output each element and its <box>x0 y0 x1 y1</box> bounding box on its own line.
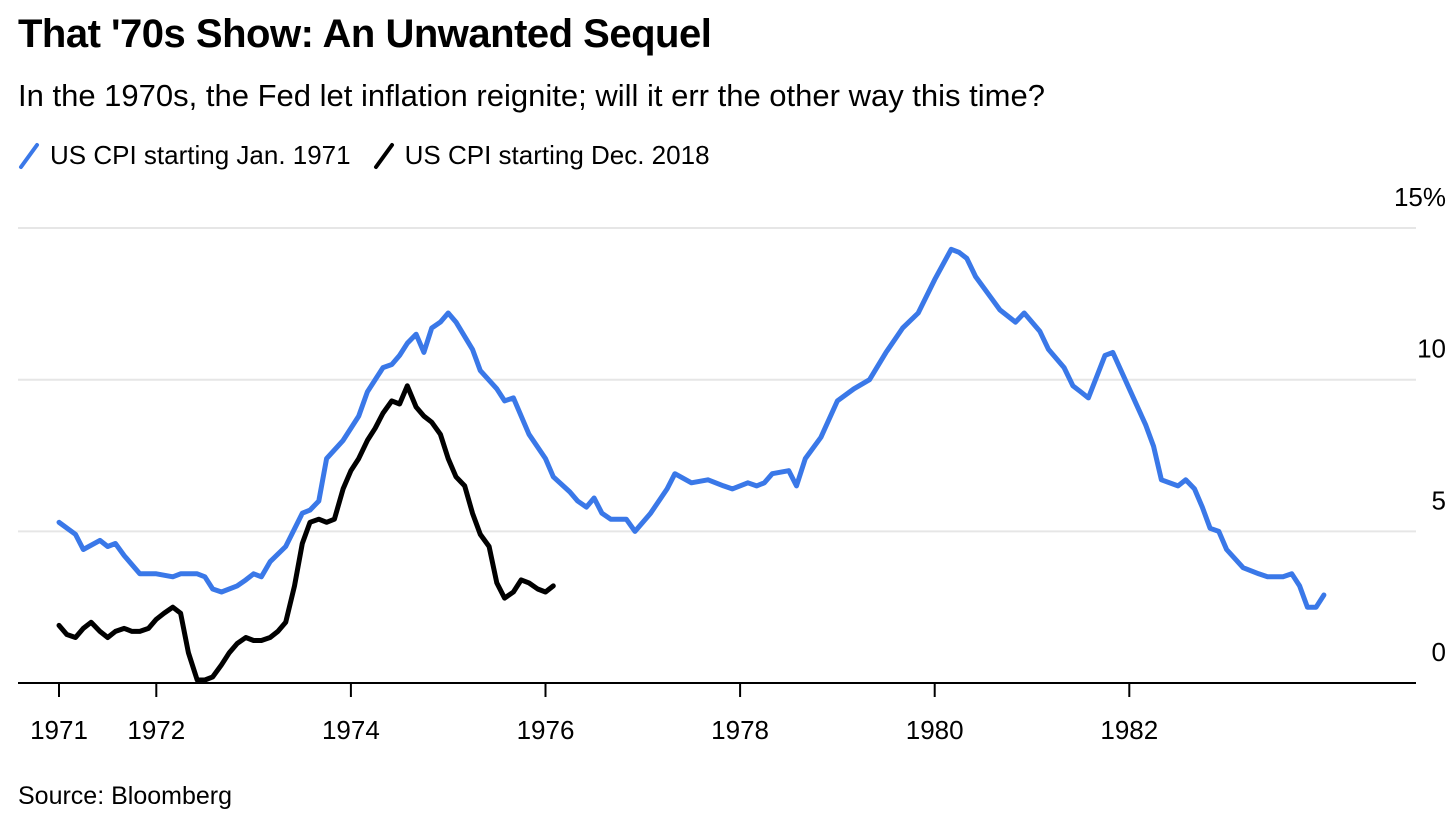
series-lines <box>56 246 1327 683</box>
y-axis-ticks: 0 5 10 15% <box>1394 182 1446 667</box>
series-line-2018 <box>56 383 556 683</box>
legend-swatch-blue-icon <box>19 142 39 169</box>
legend-label-2018: US CPI starting Dec. 2018 <box>404 140 710 170</box>
legend-item-2018: US CPI starting Dec. 2018 <box>373 140 710 171</box>
x-tick-label-1978: 1978 <box>711 715 769 745</box>
y-tick-label-0: 0 <box>1432 637 1446 667</box>
x-tick-label-1972: 1972 <box>127 715 185 745</box>
chart-title: That '70s Show: An Unwanted Sequel <box>18 12 712 56</box>
y-tick-label-5: 5 <box>1432 485 1446 515</box>
x-tick-label-1980: 1980 <box>906 715 964 745</box>
y-tick-label-15: 15% <box>1394 182 1446 212</box>
legend-item-1971: US CPI starting Jan. 1971 <box>18 140 351 171</box>
x-tick-label-1976: 1976 <box>517 715 575 745</box>
series-line-1971 <box>56 246 1327 610</box>
legend: US CPI starting Jan. 1971 US CPI startin… <box>18 140 732 171</box>
gridlines <box>18 227 1416 533</box>
x-tick-label-1982: 1982 <box>1100 715 1158 745</box>
source-note: Source: Bloomberg <box>18 782 233 810</box>
legend-swatch-black-icon <box>373 142 394 169</box>
chart-subtitle: In the 1970s, the Fed let inflation reig… <box>18 78 1045 113</box>
legend-label-1971: US CPI starting Jan. 1971 <box>50 140 351 170</box>
x-axis: 1971 1972 1974 1976 1978 1980 1982 <box>18 682 1416 745</box>
x-tick-label-1971: 1971 <box>30 715 88 745</box>
y-tick-label-10: 10 <box>1417 334 1446 364</box>
x-tick-label-1974: 1974 <box>322 715 380 745</box>
